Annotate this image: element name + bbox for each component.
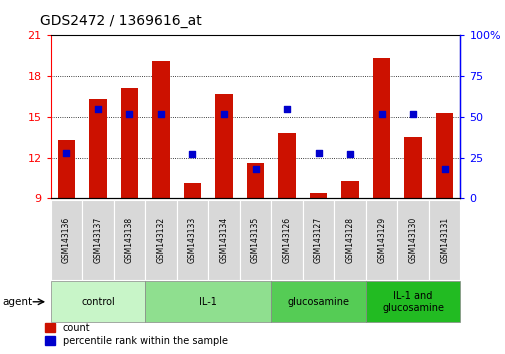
Text: IL-1 and
glucosamine: IL-1 and glucosamine	[381, 291, 443, 313]
Text: GSM143132: GSM143132	[156, 217, 165, 263]
Text: GSM143130: GSM143130	[408, 217, 417, 263]
Bar	[58, 140, 75, 198]
Text: GSM143136: GSM143136	[62, 217, 71, 263]
Bar	[215, 94, 232, 198]
Text: agent: agent	[3, 297, 33, 307]
Point	[314, 150, 322, 155]
Point	[345, 152, 353, 157]
Text: GSM143133: GSM143133	[187, 217, 196, 263]
Point	[93, 106, 102, 112]
Bar	[278, 133, 295, 198]
Bar	[246, 163, 264, 198]
Bar	[183, 183, 201, 198]
Bar	[435, 113, 452, 198]
Text: control: control	[81, 297, 115, 307]
Point	[251, 166, 259, 172]
Point	[282, 106, 290, 112]
Bar	[121, 88, 138, 198]
Bar	[403, 137, 421, 198]
Text: GSM143126: GSM143126	[282, 217, 291, 263]
Point	[125, 111, 133, 116]
Text: IL-1: IL-1	[199, 297, 217, 307]
Point	[377, 111, 385, 116]
Point	[220, 111, 228, 116]
Text: GSM143128: GSM143128	[345, 217, 354, 263]
Text: glucosamine: glucosamine	[287, 297, 349, 307]
Bar	[309, 193, 327, 198]
Bar	[89, 99, 107, 198]
Text: GSM143137: GSM143137	[93, 217, 102, 263]
Point	[62, 150, 70, 155]
Text: GSM143129: GSM143129	[376, 217, 385, 263]
Text: GSM143135: GSM143135	[250, 217, 260, 263]
Point	[409, 111, 417, 116]
Text: GDS2472 / 1369616_at: GDS2472 / 1369616_at	[40, 14, 202, 28]
Point	[157, 111, 165, 116]
Text: GSM143134: GSM143134	[219, 217, 228, 263]
Text: GSM143131: GSM143131	[439, 217, 448, 263]
Bar	[341, 181, 358, 198]
Text: GSM143138: GSM143138	[125, 217, 134, 263]
Point	[188, 152, 196, 157]
Bar	[372, 58, 389, 198]
Legend: count, percentile rank within the sample: count, percentile rank within the sample	[45, 323, 227, 346]
Text: GSM143127: GSM143127	[314, 217, 323, 263]
Bar	[152, 61, 169, 198]
Point	[440, 166, 448, 172]
